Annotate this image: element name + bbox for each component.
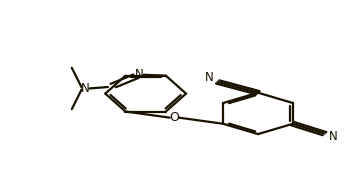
Text: N: N	[329, 130, 338, 143]
Text: N: N	[81, 82, 90, 95]
Text: O: O	[169, 111, 179, 124]
Text: N: N	[135, 68, 144, 81]
Text: N: N	[205, 71, 213, 84]
